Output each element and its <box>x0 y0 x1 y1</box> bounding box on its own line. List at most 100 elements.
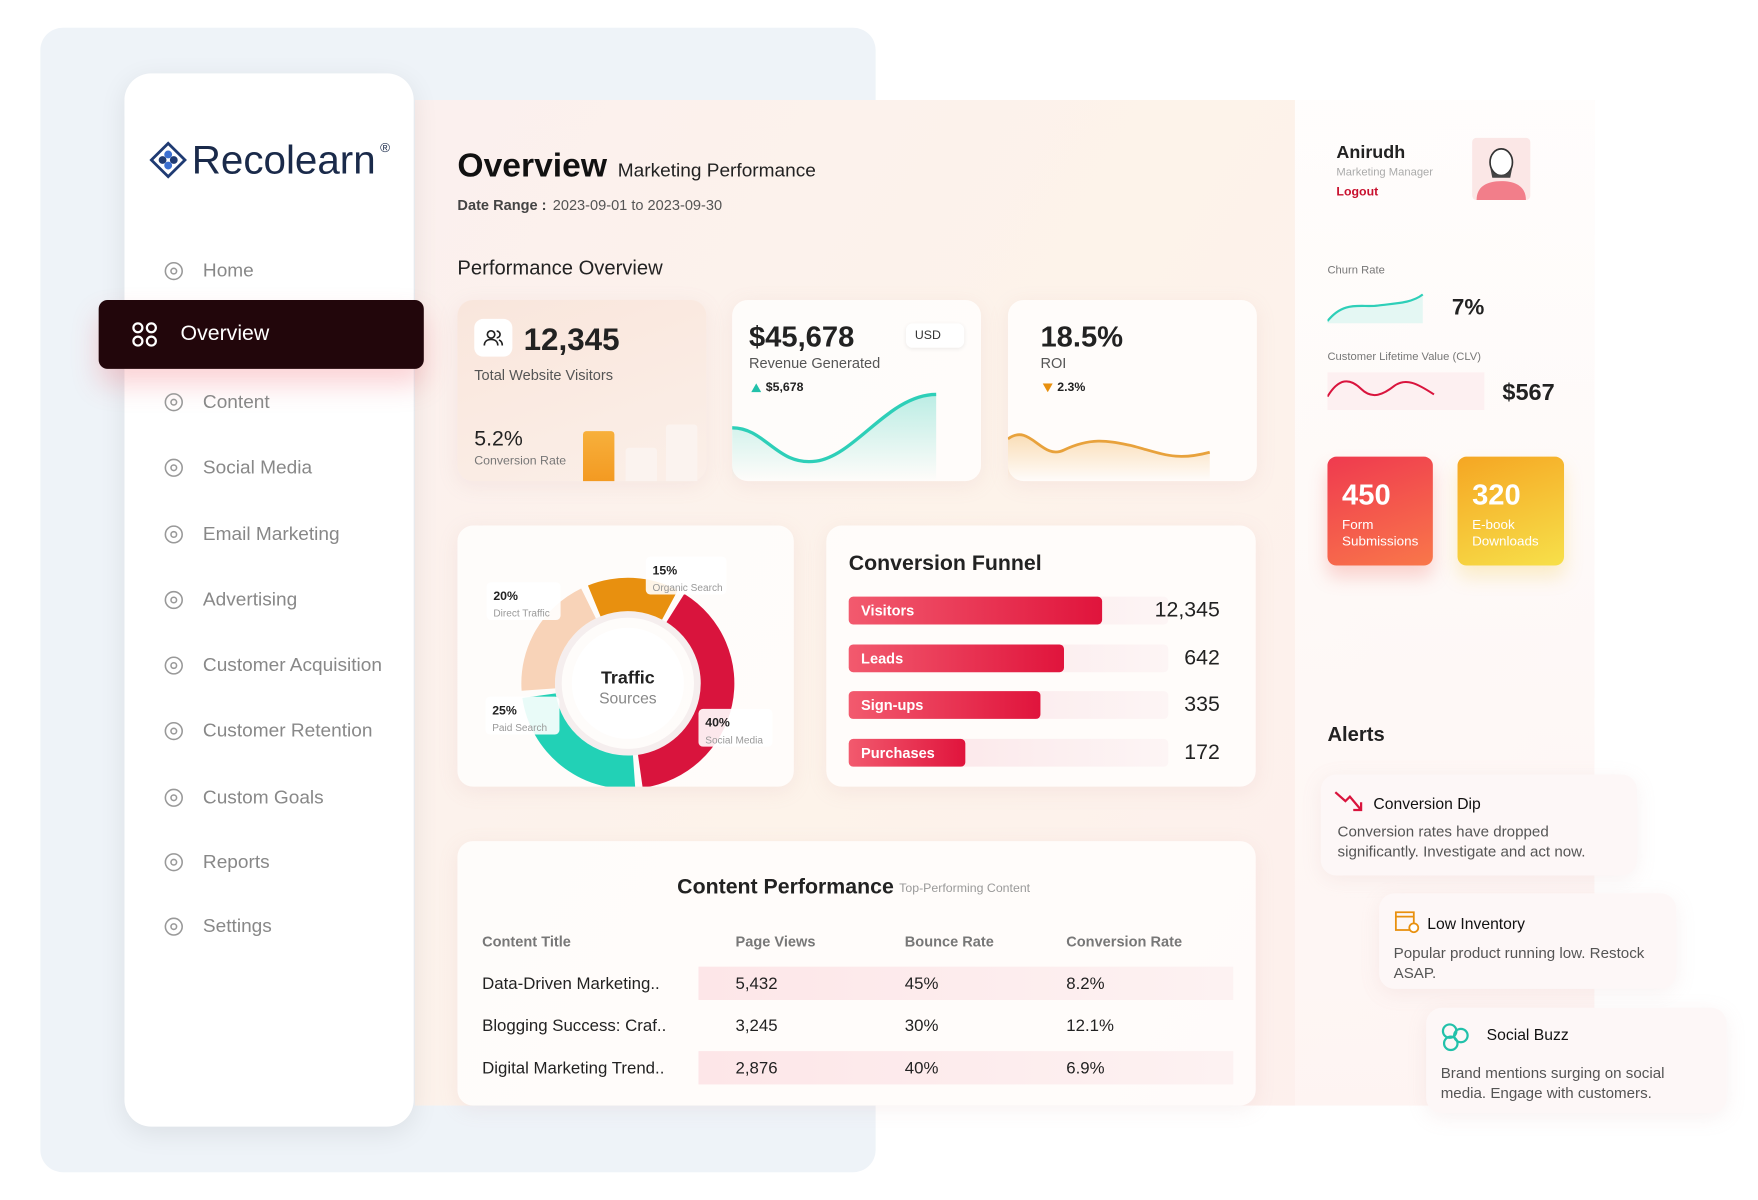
nav-icon <box>164 458 183 477</box>
row-stripe <box>698 1051 1234 1085</box>
funnel-value: 172 <box>1184 740 1220 764</box>
logout[interactable]: Logout <box>1336 185 1379 200</box>
visitor-bar <box>665 424 698 482</box>
funnel-value: 642 <box>1184 646 1220 670</box>
kpi-label: Revenue Generated <box>748 354 881 372</box>
visitor-bar <box>583 431 615 482</box>
traffic-donut <box>521 577 735 787</box>
segment-name: Organic Search <box>652 581 723 593</box>
nav-item[interactable]: Settings <box>202 915 272 937</box>
metric-label: Customer Lifetime Value (CLV) <box>1327 351 1481 364</box>
kpi-rate-label: Conversion Rate <box>474 454 567 469</box>
table-title: Content Performance <box>677 875 894 899</box>
tile-value: 320 <box>1472 478 1521 512</box>
nav-icon <box>164 393 183 412</box>
nav-icon <box>164 917 183 936</box>
churn-sparkline <box>1327 293 1424 324</box>
date-range-label: Date Range : <box>457 196 547 214</box>
nav-icon <box>164 788 183 807</box>
metric-label: Churn Rate <box>1327 264 1385 277</box>
currency[interactable]: USD <box>914 329 941 343</box>
nav-icon <box>164 590 183 610</box>
nav-item[interactable]: Social Media <box>202 456 313 478</box>
funnel-stage: Leads <box>861 650 904 667</box>
kpi-label: Total Website Visitors <box>474 366 614 384</box>
revenue-curve <box>732 392 937 482</box>
nav-icon <box>164 261 183 281</box>
avatar <box>1472 137 1531 200</box>
sidebar <box>124 73 414 1127</box>
segment-percent: 15% <box>652 564 678 579</box>
roi-curve <box>1007 433 1211 482</box>
column-header: Conversion Rate <box>1066 933 1183 951</box>
trend-down-icon <box>1334 791 1363 812</box>
column-header: Page Views <box>735 933 816 951</box>
kpi-value: 18.5% <box>1040 320 1124 354</box>
segment-name: Paid Search <box>492 721 548 733</box>
nav-item[interactable]: Email Marketing <box>202 523 340 545</box>
table-subtitle: Top-Performing Content <box>899 882 1031 896</box>
funnel-title: Conversion Funnel <box>848 551 1042 576</box>
table-cell: 8.2% <box>1066 974 1105 994</box>
tile-label: E-book Downloads <box>1472 516 1539 549</box>
funnel-value: 335 <box>1184 692 1220 717</box>
kpi-rate: 5.2% <box>474 427 523 451</box>
tile-label: Form Submissions <box>1342 516 1419 549</box>
date-range: 2023-09-01 to 2023-09-30 <box>552 196 723 214</box>
nav-item[interactable]: Overview <box>180 321 270 346</box>
funnel-bar <box>848 691 1041 719</box>
nav-item[interactable]: Home <box>202 259 254 281</box>
table-cell: 40% <box>904 1058 939 1078</box>
table-cell: 12.1% <box>1066 1016 1114 1036</box>
funnel-bar <box>848 644 1064 673</box>
nav-item[interactable]: Customer Retention <box>202 719 373 741</box>
table-cell: Digital Marketing Trend.. <box>482 1058 665 1078</box>
funnel-stage: Visitors <box>861 602 915 620</box>
nav-icon <box>164 721 183 741</box>
users-icon <box>483 329 504 346</box>
ebook-tile <box>1457 456 1565 566</box>
clv-sparkline <box>1327 372 1485 410</box>
funnel-value: 12,345 <box>1154 598 1220 622</box>
profile-role: Marketing Manager <box>1336 166 1434 179</box>
segment-name: Social Media <box>705 733 763 746</box>
form-tile <box>1327 456 1433 566</box>
alert-card <box>1426 1007 1727 1114</box>
nav-icon <box>132 322 157 347</box>
brand-name: Recolearn <box>191 137 376 183</box>
kpi-value: 12,345 <box>523 322 620 357</box>
alert-title: Low Inventory <box>1427 913 1525 932</box>
table-cell: 30% <box>904 1016 939 1036</box>
label-box <box>698 708 773 747</box>
donut-subtitle: Sources <box>599 688 657 707</box>
alert-title: Conversion Dip <box>1373 793 1481 812</box>
visitor-bar <box>625 447 658 482</box>
table-cell: 6.9% <box>1066 1058 1105 1078</box>
inventory-icon <box>1394 911 1420 934</box>
nav-item[interactable]: Reports <box>202 850 270 872</box>
nav-item[interactable]: Content <box>202 390 270 412</box>
nav-item[interactable]: Customer Acquisition <box>202 654 382 676</box>
nav-item[interactable]: Custom Goals <box>202 786 324 808</box>
segment-percent: 25% <box>492 704 517 719</box>
funnel-stage: Purchases <box>861 744 935 762</box>
tile-value: 450 <box>1342 478 1391 512</box>
label-box <box>485 696 560 735</box>
alert-text: Popular product running low. Restock ASA… <box>1393 944 1645 982</box>
nav-item[interactable]: Advertising <box>202 588 298 610</box>
table-cell: 3,245 <box>735 1016 778 1036</box>
table-cell: Blogging Success: Craf.. <box>482 1016 667 1036</box>
segment-percent: 20% <box>493 590 519 604</box>
alert-title: Social Buzz <box>1486 1025 1569 1043</box>
table-cell: Data-Driven Marketing.. <box>482 974 660 994</box>
alert-text: Brand mentions surging on social media. … <box>1440 1064 1665 1102</box>
page-title: Overview <box>457 147 608 185</box>
buzz-icon <box>1441 1023 1469 1052</box>
column-header: Content Title <box>482 933 571 951</box>
alert-card <box>1320 774 1637 876</box>
profile-name: Anirudh <box>1336 143 1406 163</box>
kpi-change: 2.3% <box>1057 381 1086 395</box>
funnel-stage: Sign-ups <box>861 696 924 714</box>
nav-icon <box>164 525 183 544</box>
